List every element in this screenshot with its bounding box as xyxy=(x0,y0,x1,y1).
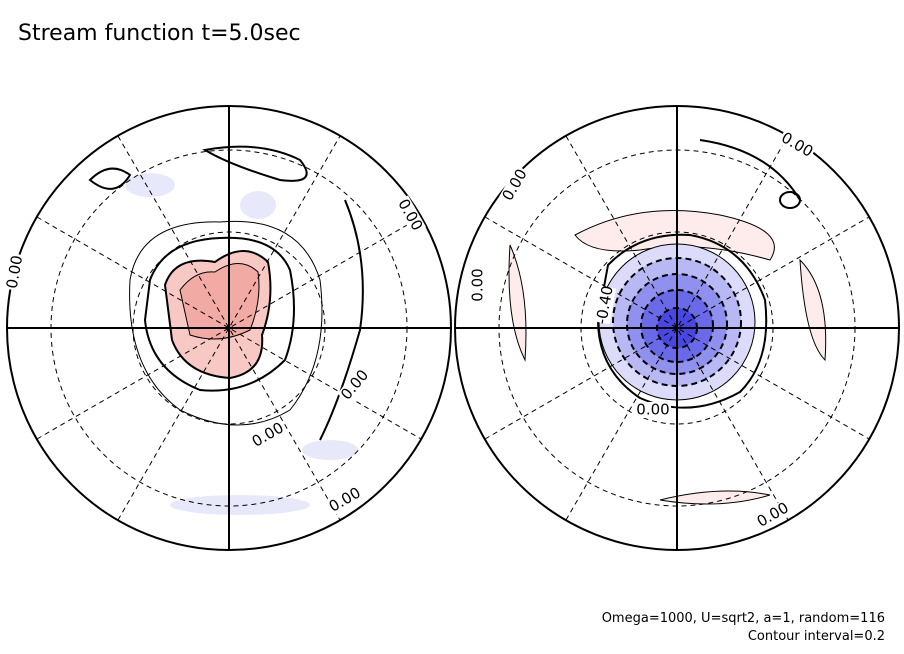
label-background xyxy=(325,484,365,516)
label-background xyxy=(394,195,426,235)
title: Stream function t=5.0sec xyxy=(18,21,301,46)
contour-label: 0.00 xyxy=(469,268,487,301)
contour-label: 0.00 xyxy=(636,401,669,419)
label-background xyxy=(499,165,531,205)
label-background xyxy=(3,252,27,292)
label-background xyxy=(248,419,288,451)
label-background xyxy=(635,402,671,418)
label-background xyxy=(337,366,373,404)
right-panel xyxy=(454,105,900,551)
label-background xyxy=(593,285,617,325)
contour-interval-note: Contour interval=0.2 xyxy=(748,629,885,644)
label-background xyxy=(753,499,793,531)
contour-label: 0.00 xyxy=(3,254,27,290)
label-background xyxy=(470,267,486,303)
label-background xyxy=(777,129,817,161)
left-panel xyxy=(6,105,452,551)
parameters-note: Omega=1000, U=sqrt2, a=1, random=116 xyxy=(602,611,885,626)
